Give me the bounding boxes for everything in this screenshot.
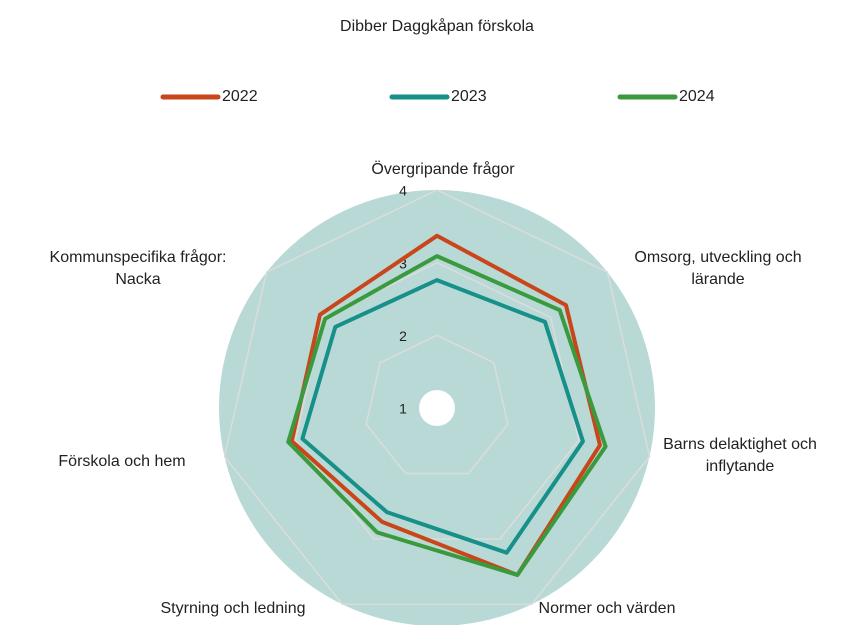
chart-title: Dibber Daggkåpan förskola (340, 17, 534, 35)
category-label: Omsorg, utveckling och lärande (634, 249, 801, 288)
series-line (286, 254, 608, 577)
series-line (300, 278, 585, 555)
grid-line (365, 334, 509, 475)
category-label: Kommunspecifika frågor: Nacka (50, 248, 227, 288)
category-label: Normer och värden (539, 600, 676, 617)
center-hole (419, 390, 455, 426)
legend-label: 2023 (451, 88, 487, 105)
category-label: Övergripande frågor (371, 160, 515, 178)
legend-label: 2024 (679, 88, 715, 105)
r-tick-label: 3 (399, 255, 407, 271)
r-tick-label: 2 (399, 328, 407, 344)
r-tick-label: 4 (399, 183, 407, 199)
r-tick-label: 1 (399, 401, 407, 417)
grid-line (223, 189, 651, 606)
series-line (289, 233, 602, 577)
legend-label: 2022 (222, 88, 258, 105)
category-label: Förskola och hem (58, 453, 185, 470)
category-label: Barns delaktighet och inflytande (663, 436, 817, 475)
category-label: Styrning och ledning (161, 600, 306, 617)
